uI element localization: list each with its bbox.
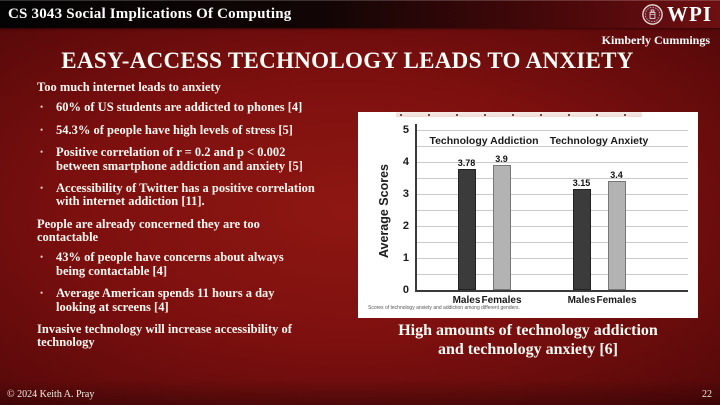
y-tick-label: 2 — [402, 220, 409, 232]
bullet-text: 60% of US students are addicted to phone… — [56, 100, 303, 115]
bullet-icon: • — [40, 102, 44, 113]
x-category-label: Males — [452, 295, 481, 306]
copyright-text: © 2024 Keith A. Pray — [7, 389, 95, 400]
chart-source-caption: Scores of technology anxiety and addicti… — [368, 305, 520, 311]
bar-males — [572, 189, 591, 290]
y-tick-label: 1 — [402, 252, 409, 264]
author-name: Kimberly Cummings — [601, 33, 710, 47]
bullet-icon: • — [40, 288, 44, 299]
bar-value-label: 3.4 — [610, 170, 623, 181]
bullet-icon: • — [40, 147, 44, 158]
gridline — [415, 242, 688, 243]
group-label: Technology Anxiety — [549, 135, 649, 147]
bullet-item: • Positive correlation of r = 0.2 and p <… — [37, 145, 357, 173]
x-category-label: Females — [481, 295, 522, 306]
bullet-text: Positive correlation of r = 0.2 and p < … — [56, 145, 303, 173]
bar-chart: 0 1 2 3 4 5 Average Scores Technology Addiction… — [358, 112, 698, 318]
wpi-seal-icon — [642, 3, 663, 25]
x-category-label: Females — [596, 295, 637, 306]
cropped-figure-title-strip — [396, 112, 642, 117]
gridline — [415, 274, 688, 275]
bullet-item: • Average American spends 11 hours a day … — [37, 286, 357, 314]
gridline — [415, 258, 688, 259]
group-label: Technology Addiction — [429, 135, 539, 147]
section-heading: Invasive technology will increase access… — [37, 321, 292, 350]
bullet-icon: • — [40, 252, 44, 263]
bar-females — [492, 165, 511, 290]
gridline — [415, 210, 688, 211]
gridline — [415, 194, 688, 195]
bullet-text: 54.3% of people have high levels of stre… — [56, 122, 293, 137]
bar-value-label: 3.78 — [457, 158, 476, 169]
bullet-icon: • — [40, 124, 44, 135]
bar-value-label: 3.9 — [495, 154, 508, 165]
y-axis — [415, 124, 417, 292]
gridline — [415, 162, 688, 163]
bullet-icon: • — [40, 182, 44, 193]
bullet-text: Average American spends 11 hours a day l… — [56, 286, 275, 314]
gridline — [415, 146, 688, 147]
header-bar: CS 3043 Social Implications Of Computing… — [0, 0, 720, 28]
footer-bar: © 2024 Keith A. Pray 22 — [0, 379, 720, 405]
bullet-text: 43% of people have concerns about always… — [56, 250, 284, 278]
bar-value-label: 3.15 — [572, 178, 591, 189]
y-tick-label: 3 — [402, 188, 409, 200]
page-number: 22 — [702, 389, 712, 400]
y-tick-label: 0 — [402, 284, 409, 296]
y-axis-title: Average Scores — [377, 163, 391, 259]
section-1: People are already concerned they are to… — [37, 216, 357, 314]
section-0: Too much internet leads to anxiety • 60% o… — [37, 80, 357, 209]
bullet-item: • 43% of people have concerns about alway… — [37, 251, 357, 278]
bar-females — [607, 181, 626, 290]
bullet-text: Accessibility of Twitter has a positive … — [56, 180, 315, 209]
bar-males — [457, 169, 476, 290]
gridline — [415, 226, 688, 227]
x-axis — [415, 290, 688, 292]
wpi-wordmark: WPI — [667, 1, 712, 26]
section-2: Invasive technology will increase access… — [37, 321, 357, 350]
section-heading: People are already concerned they are to… — [37, 216, 260, 244]
x-category-label: Males — [567, 295, 596, 306]
bullet-item: • 54.3% of people have high levels of str… — [37, 122, 357, 137]
gridline — [415, 130, 688, 131]
bullet-content: Too much internet leads to anxiety • 60% o… — [37, 80, 357, 357]
y-tick-label: 5 — [402, 124, 409, 136]
gridline — [415, 178, 688, 179]
slide-title: EASY-ACCESS TECHNOLOGY LEADS TO ANXIETY — [61, 48, 634, 73]
y-tick-label: 4 — [402, 156, 409, 168]
wpi-logo: WPI — [642, 1, 712, 26]
section-heading: Too much internet leads to anxiety — [37, 80, 221, 94]
bullet-item: • 60% of US students are addicted to phon… — [37, 100, 357, 115]
course-title: CS 3043 Social Implications Of Computing — [8, 5, 292, 22]
bullet-item: • Accessibility of Twitter has a positive… — [37, 180, 357, 209]
figure-caption: High amounts of technology addiction and… — [398, 322, 658, 358]
